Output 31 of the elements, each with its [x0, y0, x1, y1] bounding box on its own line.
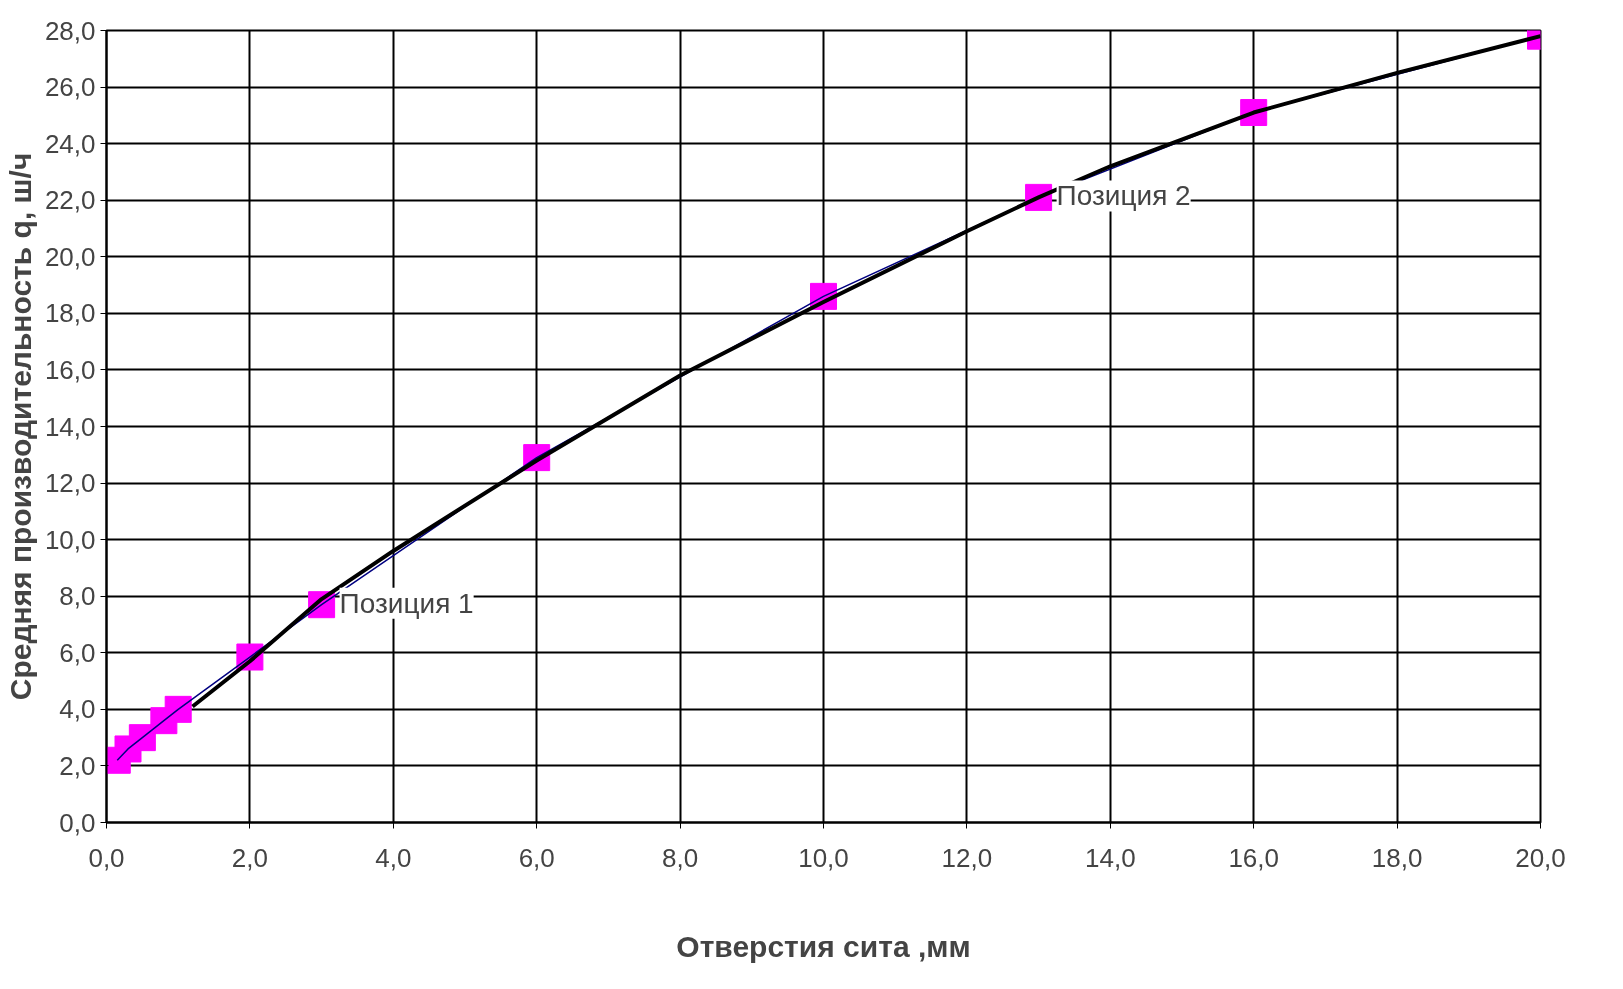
x-tick-label: 14,0 — [1085, 842, 1136, 873]
y-tick-label: 26,0 — [44, 72, 96, 103]
y-tick-label: 4,0 — [59, 694, 96, 725]
x-tick-label: 2,0 — [231, 842, 268, 873]
x-axis-title: Отверстия сита ,мм — [676, 929, 971, 963]
y-tick-label: 24,0 — [44, 128, 96, 159]
y-tick-label: 0,0 — [59, 807, 96, 838]
x-tick-label: 10,0 — [798, 842, 849, 873]
y-tick-label: 12,0 — [44, 468, 96, 499]
x-tick-label: 0,0 — [88, 842, 125, 873]
y-tick-label: 10,0 — [44, 524, 96, 555]
x-tick-label: 8,0 — [662, 842, 699, 873]
x-tick-label: 6,0 — [518, 842, 555, 873]
annotation: Позиция 2 — [1056, 180, 1191, 212]
y-tick-label: 6,0 — [59, 637, 96, 668]
point — [164, 695, 192, 723]
x-tick-label: 18,0 — [1371, 842, 1423, 873]
x-tick-label: 12,0 — [941, 842, 993, 873]
y-tick-label: 22,0 — [44, 185, 96, 216]
annotation: Позиция 1 — [339, 587, 474, 619]
x-tick-label: 16,0 — [1228, 842, 1280, 873]
y-tick-label: 18,0 — [44, 298, 96, 329]
x-tick-label: 20,0 — [1515, 842, 1566, 873]
y-tick-label: 16,0 — [44, 354, 96, 385]
y-axis-title: Средняя производительность q, ш/ч — [3, 152, 37, 701]
y-tick-label: 20,0 — [44, 241, 96, 272]
y-tick-label: 28,0 — [44, 15, 96, 46]
y-tick-label: 2,0 — [59, 750, 96, 781]
y-tick-label: 8,0 — [59, 581, 96, 612]
x-tick-label: 4,0 — [375, 842, 412, 873]
y-tick-label: 14,0 — [44, 411, 96, 442]
